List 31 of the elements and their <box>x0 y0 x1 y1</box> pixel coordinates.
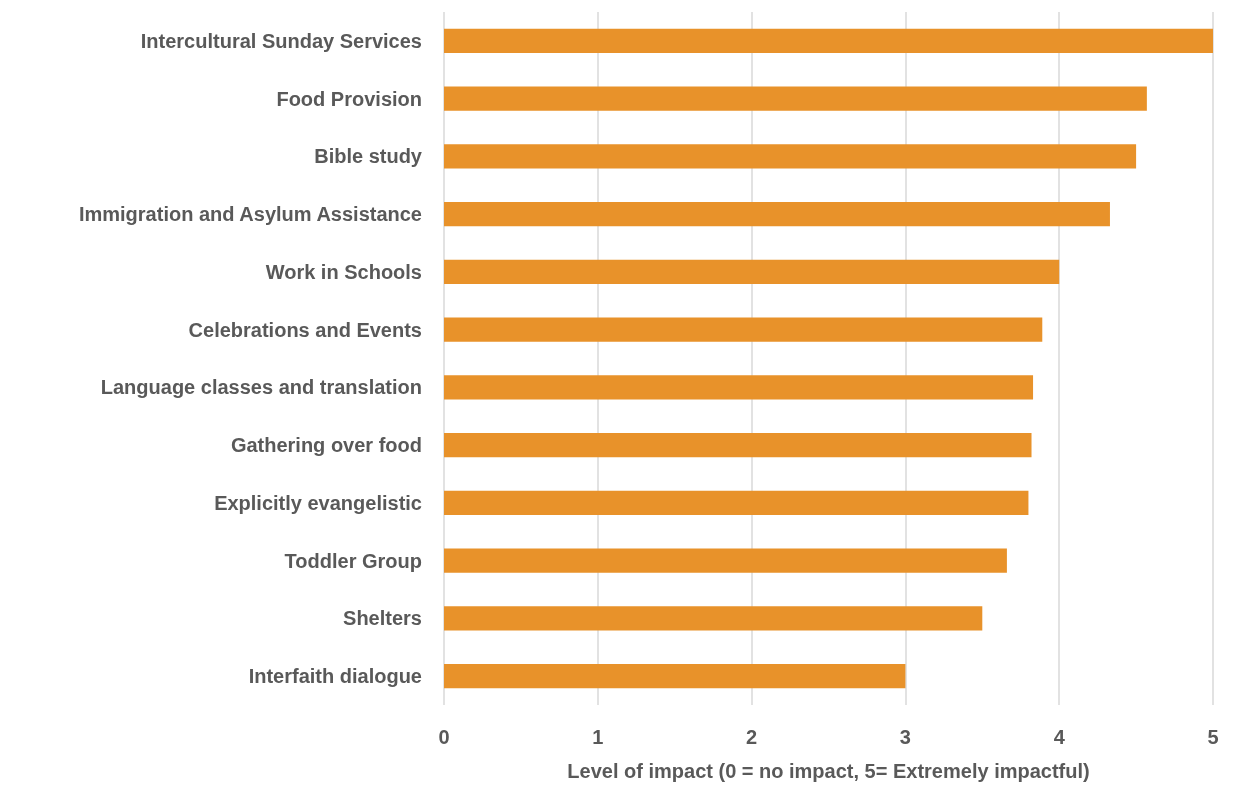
x-tick-label: 2 <box>746 726 758 748</box>
y-tick-label: Interfaith dialogue <box>248 665 422 688</box>
bar <box>444 259 1060 284</box>
bar <box>444 375 1034 400</box>
x-tick-label: 1 <box>592 726 604 748</box>
bar <box>444 606 983 631</box>
bar <box>444 202 1110 227</box>
y-tick-label: Language classes and translation <box>100 376 422 399</box>
y-tick-label: Gathering over food <box>230 434 422 457</box>
bar <box>444 28 1213 53</box>
bar <box>444 433 1032 458</box>
y-tick-label: Work in Schools <box>265 260 422 283</box>
x-tick-label: 4 <box>1053 726 1066 748</box>
y-tick-label: Immigration and Asylum Assistance <box>78 203 422 226</box>
y-tick-label: Celebrations and Events <box>188 318 422 341</box>
x-tick-label: 5 <box>1207 726 1219 748</box>
x-axis-title: Level of impact (0 = no impact, 5= Extremely impactful) <box>567 760 1090 782</box>
y-tick-label: Explicitly evangelistic <box>214 491 422 514</box>
bar <box>444 317 1043 342</box>
bar <box>444 548 1007 573</box>
y-tick-label: Intercultural Sunday Services <box>140 29 422 52</box>
bar <box>444 144 1137 169</box>
y-tick-label: Shelters <box>343 607 422 630</box>
bar <box>444 86 1147 111</box>
x-tick-label: 3 <box>899 726 911 748</box>
y-tick-label: Bible study <box>314 145 423 168</box>
y-tick-label: Food Provision <box>276 87 422 110</box>
bar <box>444 664 906 689</box>
x-tick-label: 0 <box>438 726 450 748</box>
bar <box>444 490 1029 515</box>
y-tick-label: Toddler Group <box>284 549 422 572</box>
